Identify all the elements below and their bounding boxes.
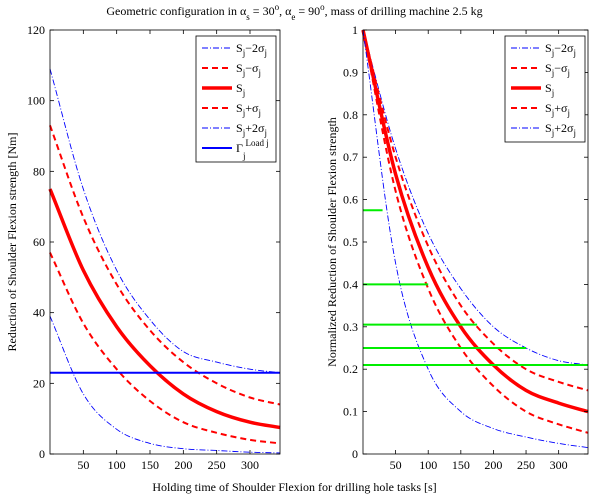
y-tick-label: 100 — [27, 94, 45, 108]
series-line-sigma1 — [362, 29, 589, 392]
y-tick-label: 120 — [27, 23, 45, 37]
svg-text:Sj: Sj — [545, 81, 554, 98]
y-tick-label: 0.4 — [343, 277, 358, 291]
svg-text:Sj−2σj: Sj−2σj — [545, 41, 576, 58]
series-line-mean — [361, 29, 589, 414]
y-tick-label: 0.8 — [343, 108, 358, 122]
y-tick-label: 0.1 — [343, 405, 358, 419]
svg-text:Sj: Sj — [236, 81, 245, 98]
x-tick-label: 300 — [241, 458, 259, 472]
y-tick-label: 20 — [33, 376, 45, 390]
svg-text:Sj+σj: Sj+σj — [236, 101, 261, 118]
series-line-sigma2 — [49, 68, 281, 374]
x-tick-label: 300 — [550, 458, 568, 472]
x-tick-label: 150 — [452, 458, 470, 472]
svg-text:Sj−σj: Sj−σj — [545, 61, 570, 78]
x-tick-label: 200 — [174, 458, 192, 472]
x-tick-label: 100 — [108, 458, 126, 472]
series-line-sigma1 — [49, 125, 281, 406]
y-tick-label: 0 — [352, 447, 358, 461]
y-tick-label: 0.2 — [343, 362, 358, 376]
svg-text:Sj+σj: Sj+σj — [545, 101, 570, 118]
y-tick-label: 0.3 — [343, 320, 358, 334]
series-line-sigma2 — [362, 29, 589, 366]
x-tick-label: 50 — [77, 458, 89, 472]
chart-right: 50 100 150 200 250 300 0 0.1 0.2 0.3 0.4 0.5 0.6 0.7 0… — [325, 23, 589, 472]
svg-text:Sj−σj: Sj−σj — [236, 61, 261, 78]
figure-title: Geometric configuration in αs = 30o, αe … — [106, 2, 482, 22]
x-axis-label: Holding time of Shoulder Flexion for dri… — [152, 480, 436, 494]
y-tick-label: 40 — [33, 306, 45, 320]
series-line-sigma2 — [49, 316, 281, 454]
y-axis-label: Normalized Reduction of Shoulder Flexion… — [325, 117, 339, 367]
series-line-sigma2 — [362, 29, 589, 449]
y-tick-label: 60 — [33, 235, 45, 249]
legend: Sj−2σj Sj−σj Sj Sj+σj Sj+2σj — [504, 35, 586, 143]
y-tick-label: 1 — [352, 23, 358, 37]
y-tick-label: 80 — [33, 164, 45, 178]
chart-left: 50 100 150 200 250 300 0 20 40 60 80 100 120 Reductio… — [5, 23, 281, 472]
svg-text:ΓjLoad j: ΓjLoad j — [236, 138, 269, 161]
x-tick-label: 250 — [517, 458, 535, 472]
y-tick-label: 0 — [39, 447, 45, 461]
y-tick-label: 0.5 — [343, 235, 358, 249]
svg-text:Sj+2σj: Sj+2σj — [236, 121, 267, 138]
svg-text:Sj+2σj: Sj+2σj — [545, 121, 576, 138]
x-tick-label: 250 — [208, 458, 226, 472]
x-tick-label: 50 — [390, 458, 402, 472]
x-tick-label: 200 — [484, 458, 502, 472]
x-tick-label: 150 — [141, 458, 159, 472]
y-tick-label: 0.7 — [343, 150, 358, 164]
svg-text:Sj−2σj: Sj−2σj — [236, 41, 267, 58]
x-tick-label: 100 — [419, 458, 437, 472]
y-tick-label: 0.6 — [343, 193, 358, 207]
y-tick-label: 0.9 — [343, 65, 358, 79]
y-axis-label: Reduction of Shoulder Flexion strength [… — [5, 133, 19, 352]
series-line-mean — [48, 188, 281, 430]
